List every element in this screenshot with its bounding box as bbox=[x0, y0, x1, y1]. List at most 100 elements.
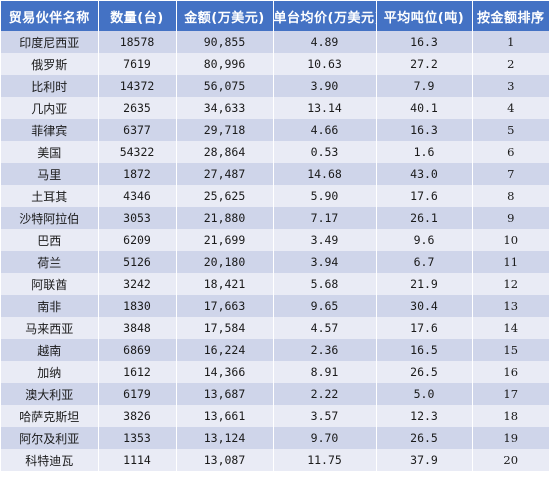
cell-quantity: 3053 bbox=[98, 207, 177, 229]
cell-unit-price: 2.36 bbox=[273, 339, 377, 361]
cell-partner-name: 印度尼西亚 bbox=[1, 31, 99, 53]
cell-quantity: 3826 bbox=[98, 405, 177, 427]
cell-quantity: 6179 bbox=[98, 383, 177, 405]
cell-avg-tonnage: 26.1 bbox=[376, 207, 473, 229]
cell-partner-name: 沙特阿拉伯 bbox=[1, 207, 99, 229]
cell-rank: 13 bbox=[472, 295, 549, 317]
trade-partner-table-wrapper: 贸易伙伴名称 数量(台) 金额(万美元) 单台均价(万美元) 平均吨位(吨) 按金额排序 … bbox=[1, 1, 549, 471]
cell-unit-price: 8.91 bbox=[273, 361, 377, 383]
table-row: 哈萨克斯坦 3826 13,661 3.57 12.3 18 bbox=[1, 405, 549, 427]
cell-unit-price: 7.17 bbox=[273, 207, 377, 229]
table-row: 比利时 14372 56,075 3.90 7.9 3 bbox=[1, 75, 549, 97]
cell-amount: 17,584 bbox=[176, 317, 274, 339]
cell-unit-price: 0.53 bbox=[273, 141, 377, 163]
table-row: 阿尔及利亚 1353 13,124 9.70 26.5 19 bbox=[1, 427, 549, 449]
cell-amount: 13,687 bbox=[176, 383, 274, 405]
table-row: 巴西 6209 21,699 3.49 9.6 10 bbox=[1, 229, 549, 251]
cell-avg-tonnage: 27.2 bbox=[376, 53, 473, 75]
cell-quantity: 3242 bbox=[98, 273, 177, 295]
cell-amount: 90,855 bbox=[176, 31, 274, 53]
table-row: 阿联酋 3242 18,421 5.68 21.9 12 bbox=[1, 273, 549, 295]
cell-quantity: 3848 bbox=[98, 317, 177, 339]
cell-unit-price: 2.22 bbox=[273, 383, 377, 405]
cell-amount: 13,661 bbox=[176, 405, 274, 427]
cell-partner-name: 土耳其 bbox=[1, 185, 99, 207]
cell-quantity: 18578 bbox=[98, 31, 177, 53]
cell-rank: 19 bbox=[472, 427, 549, 449]
cell-rank: 17 bbox=[472, 383, 549, 405]
cell-unit-price: 3.49 bbox=[273, 229, 377, 251]
cell-avg-tonnage: 9.6 bbox=[376, 229, 473, 251]
cell-partner-name: 马里 bbox=[1, 163, 99, 185]
table-body: 印度尼西亚 18578 90,855 4.89 16.3 1 俄罗斯 7619 80,996 10… bbox=[1, 31, 549, 471]
cell-unit-price: 3.57 bbox=[273, 405, 377, 427]
cell-unit-price: 4.66 bbox=[273, 119, 377, 141]
cell-partner-name: 阿联酋 bbox=[1, 273, 99, 295]
cell-rank: 14 bbox=[472, 317, 549, 339]
table-row: 加纳 1612 14,366 8.91 26.5 16 bbox=[1, 361, 549, 383]
cell-amount: 21,699 bbox=[176, 229, 274, 251]
cell-unit-price: 4.89 bbox=[273, 31, 377, 53]
table-row: 科特迪瓦 1114 13,087 11.75 37.9 20 bbox=[1, 449, 549, 471]
table-row: 美国 54322 28,864 0.53 1.6 6 bbox=[1, 141, 549, 163]
cell-amount: 20,180 bbox=[176, 251, 274, 273]
cell-unit-price: 10.63 bbox=[273, 53, 377, 75]
table-row: 俄罗斯 7619 80,996 10.63 27.2 2 bbox=[1, 53, 549, 75]
cell-unit-price: 14.68 bbox=[273, 163, 377, 185]
cell-amount: 34,633 bbox=[176, 97, 274, 119]
column-header-avg-tonnage: 平均吨位(吨) bbox=[376, 1, 473, 31]
cell-avg-tonnage: 17.6 bbox=[376, 317, 473, 339]
cell-amount: 14,366 bbox=[176, 361, 274, 383]
cell-partner-name: 荷兰 bbox=[1, 251, 99, 273]
column-header-unit-price: 单台均价(万美元) bbox=[273, 1, 377, 31]
cell-amount: 17,663 bbox=[176, 295, 274, 317]
cell-partner-name: 美国 bbox=[1, 141, 99, 163]
cell-quantity: 14372 bbox=[98, 75, 177, 97]
cell-quantity: 6869 bbox=[98, 339, 177, 361]
cell-partner-name: 澳大利亚 bbox=[1, 383, 99, 405]
cell-partner-name: 比利时 bbox=[1, 75, 99, 97]
cell-avg-tonnage: 6.7 bbox=[376, 251, 473, 273]
cell-partner-name: 几内亚 bbox=[1, 97, 99, 119]
cell-amount: 18,421 bbox=[176, 273, 274, 295]
cell-rank: 7 bbox=[472, 163, 549, 185]
cell-partner-name: 马来西亚 bbox=[1, 317, 99, 339]
cell-rank: 11 bbox=[472, 251, 549, 273]
cell-avg-tonnage: 16.3 bbox=[376, 31, 473, 53]
cell-unit-price: 3.94 bbox=[273, 251, 377, 273]
cell-avg-tonnage: 1.6 bbox=[376, 141, 473, 163]
table-row: 印度尼西亚 18578 90,855 4.89 16.3 1 bbox=[1, 31, 549, 53]
trade-partner-table: 贸易伙伴名称 数量(台) 金额(万美元) 单台均价(万美元) 平均吨位(吨) 按金额排序 … bbox=[1, 1, 549, 471]
cell-amount: 16,224 bbox=[176, 339, 274, 361]
cell-rank: 6 bbox=[472, 141, 549, 163]
table-row: 越南 6869 16,224 2.36 16.5 15 bbox=[1, 339, 549, 361]
cell-avg-tonnage: 43.0 bbox=[376, 163, 473, 185]
cell-amount: 56,075 bbox=[176, 75, 274, 97]
table-row: 菲律宾 6377 29,718 4.66 16.3 5 bbox=[1, 119, 549, 141]
cell-partner-name: 加纳 bbox=[1, 361, 99, 383]
column-header-quantity: 数量(台) bbox=[98, 1, 177, 31]
cell-quantity: 1612 bbox=[98, 361, 177, 383]
cell-amount: 13,124 bbox=[176, 427, 274, 449]
cell-quantity: 6377 bbox=[98, 119, 177, 141]
cell-rank: 1 bbox=[472, 31, 549, 53]
cell-avg-tonnage: 12.3 bbox=[376, 405, 473, 427]
cell-quantity: 1830 bbox=[98, 295, 177, 317]
column-header-partner: 贸易伙伴名称 bbox=[1, 1, 99, 31]
cell-partner-name: 南非 bbox=[1, 295, 99, 317]
header-row: 贸易伙伴名称 数量(台) 金额(万美元) 单台均价(万美元) 平均吨位(吨) 按金额排序 bbox=[1, 1, 549, 31]
cell-quantity: 5126 bbox=[98, 251, 177, 273]
table-row: 马来西亚 3848 17,584 4.57 17.6 14 bbox=[1, 317, 549, 339]
cell-rank: 16 bbox=[472, 361, 549, 383]
cell-rank: 10 bbox=[472, 229, 549, 251]
cell-unit-price: 9.65 bbox=[273, 295, 377, 317]
cell-avg-tonnage: 26.5 bbox=[376, 361, 473, 383]
table-row: 南非 1830 17,663 9.65 30.4 13 bbox=[1, 295, 549, 317]
cell-quantity: 54322 bbox=[98, 141, 177, 163]
cell-amount: 13,087 bbox=[176, 449, 274, 471]
table-row: 马里 1872 27,487 14.68 43.0 7 bbox=[1, 163, 549, 185]
cell-rank: 15 bbox=[472, 339, 549, 361]
cell-rank: 4 bbox=[472, 97, 549, 119]
cell-rank: 20 bbox=[472, 449, 549, 471]
cell-amount: 80,996 bbox=[176, 53, 274, 75]
